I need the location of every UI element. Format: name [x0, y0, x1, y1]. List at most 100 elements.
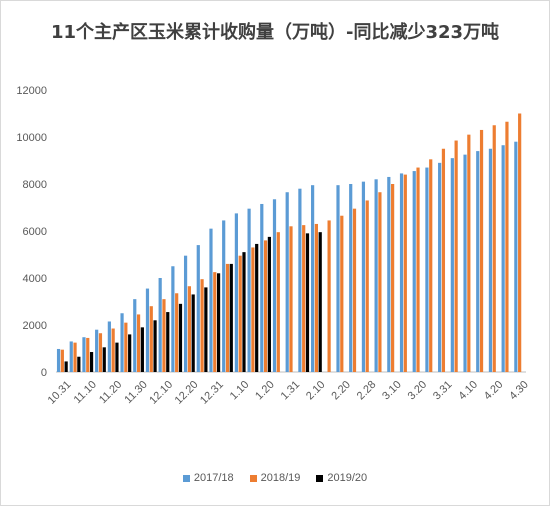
bar-2018-19-1.31 — [289, 226, 293, 372]
bar-2018-19-11.20 — [111, 328, 115, 372]
bar-2019-20-12.15 — [178, 303, 183, 372]
x-tick-label: 2.28 — [355, 379, 379, 403]
x-tick-label: 2.20 — [329, 379, 353, 403]
bar-2018-19-4.25 — [505, 121, 509, 372]
bar-2018-19-12.31 — [213, 272, 217, 373]
bar-2017-18-1.10 — [234, 213, 238, 373]
bar-2017-18-4.25 — [501, 145, 505, 372]
bar-2018-19-10.31 — [60, 349, 64, 372]
bar-2019-20-1.05 — [229, 263, 233, 372]
bar-2019-20-12.25 — [204, 287, 208, 372]
legend-swatch — [182, 474, 190, 482]
bar-2018-19-3.20 — [416, 167, 420, 372]
bar-2018-19-2.15 — [327, 220, 331, 372]
bar-2017-18-3.25 — [425, 167, 429, 372]
legend: 2017/18 2018/19 2019/20 — [0, 472, 550, 484]
bar-2018-19-12.15 — [175, 293, 179, 372]
bar-2018-19-3.05 — [378, 192, 382, 372]
bar-2017-18-11.15 — [95, 329, 99, 372]
bar-2018-19-1.15 — [251, 247, 255, 372]
x-tick-label: 4.10 — [456, 379, 480, 403]
bar-2017-18-2.20 — [336, 185, 340, 372]
bar-2018-19-3.25 — [429, 159, 433, 372]
legend-label: 2019/20 — [327, 472, 368, 484]
chart-title: 11个主产区玉米累计收购量（万吨）-同比减少323万吨 — [50, 22, 500, 43]
y-tick-label: 12000 — [16, 85, 47, 97]
x-tick-label: 4.30 — [507, 379, 531, 403]
bar-2017-18-1.15 — [247, 208, 251, 372]
bar-2017-18-3.20 — [412, 171, 416, 372]
x-tick-label: 3.20 — [406, 379, 430, 403]
bar-2017-18-11.05 — [69, 341, 73, 372]
bar-2018-19-1.20 — [263, 240, 268, 372]
bar-2017-18-3.15 — [399, 173, 404, 372]
bar-2017-18-3.31 — [438, 162, 442, 372]
bar-2018-19-11.10 — [86, 337, 90, 372]
bar-2019-20-2.05 — [305, 233, 310, 372]
bar-2017-18-2.10 — [311, 185, 315, 372]
bar-2017-18-3.10 — [387, 176, 391, 372]
bar-2017-18-3.05 — [374, 179, 378, 372]
legend-label: 2017/18 — [193, 472, 234, 484]
y-tick-label: 4000 — [23, 273, 47, 285]
bar-2018-19-12.05 — [149, 306, 153, 372]
bar-2018-19-3.31 — [441, 148, 446, 372]
bar-2017-18-11.25 — [120, 313, 124, 372]
bar-2018-19-1.10 — [238, 255, 242, 372]
bar-2018-19-12.25 — [200, 279, 204, 372]
bar-2017-18-4.30 — [514, 141, 518, 372]
bar-2017-18-4.15 — [476, 151, 480, 372]
x-tick-label: 10.31 — [46, 379, 74, 407]
bar-2019-20-11.20 — [115, 342, 119, 373]
x-tick-label: 12.10 — [147, 379, 175, 407]
x-tick-label: 4.20 — [482, 379, 506, 403]
bar-2017-18-4.10 — [463, 154, 467, 373]
x-tick-label: 1.31 — [279, 379, 303, 403]
bar-2018-19-11.15 — [98, 333, 103, 372]
bar-2017-18-1.20 — [260, 203, 264, 372]
x-tick-label: 12.20 — [173, 379, 201, 407]
bar-2017-18-10.31 — [56, 348, 61, 372]
bar-2017-18-12.15 — [171, 266, 175, 372]
y-tick-label: 6000 — [23, 226, 47, 238]
bar-2017-18-11.20 — [107, 321, 111, 372]
bar-2019-20-12.05 — [153, 320, 157, 372]
bar-2017-18-2.28 — [361, 181, 366, 372]
y-tick-label: 8000 — [23, 179, 47, 191]
bar-2018-19-2.10 — [314, 223, 319, 372]
x-tick-label: 11.20 — [97, 379, 124, 406]
bar-2018-19-11.30 — [136, 314, 141, 372]
legend-swatch — [249, 474, 257, 482]
bar-2017-18-1.05 — [222, 220, 226, 372]
bar-2018-19-11.25 — [124, 322, 128, 372]
bar-2019-20-1.15 — [255, 243, 259, 372]
bar-2017-18-1.25 — [272, 199, 277, 372]
bar-2018-19-3.10 — [391, 184, 395, 372]
bar-2019-20-11.05 — [77, 356, 81, 372]
bar-2019-20-12.31 — [216, 273, 221, 372]
bar-2018-19-4.15 — [479, 129, 484, 372]
bar-2019-20-2.10 — [318, 232, 322, 372]
bar-2018-19-12.20 — [187, 286, 191, 372]
x-tick-label: 1.10 — [228, 379, 252, 403]
y-tick-label: 10000 — [16, 132, 47, 144]
bar-2018-19-1.25 — [276, 232, 280, 372]
bar-2019-20-1.20 — [267, 236, 271, 373]
bar-2017-18-2.25 — [349, 184, 353, 372]
legend-item: 2019/20 — [316, 472, 367, 484]
bar-2018-19-4.10 — [467, 134, 471, 372]
x-tick-label: 3.31 — [431, 379, 455, 403]
legend-swatch — [316, 474, 324, 482]
bar-2018-19-3.15 — [403, 174, 407, 372]
bar-2018-19-12.10 — [162, 299, 166, 372]
bar-2019-20-11.10 — [89, 352, 94, 372]
bar-2017-18-11.10 — [82, 337, 86, 372]
bar-2019-20-12.10 — [166, 312, 170, 372]
y-tick-label: 0 — [41, 367, 47, 379]
x-tick-label: 11.30 — [122, 379, 149, 406]
bar-2018-19-4.30 — [518, 113, 522, 372]
bar-2017-18-4.20 — [488, 148, 493, 372]
bar-2019-20-11.30 — [140, 327, 144, 372]
bar-2018-19-4.05 — [454, 140, 458, 372]
